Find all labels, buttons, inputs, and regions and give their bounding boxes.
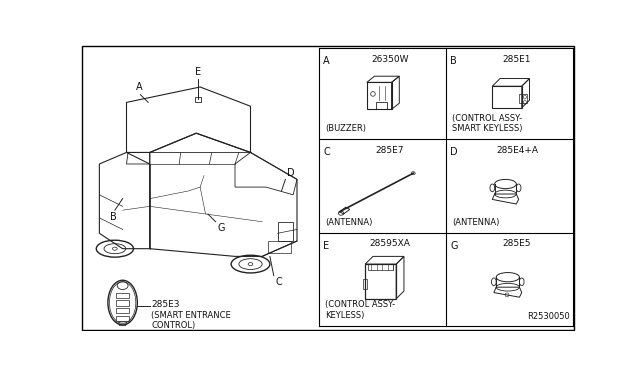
Text: D: D bbox=[451, 147, 458, 157]
Bar bbox=[363, 279, 367, 289]
Text: A: A bbox=[136, 82, 142, 92]
Text: 28595XA: 28595XA bbox=[369, 240, 410, 248]
Bar bbox=[116, 316, 129, 321]
Text: B: B bbox=[451, 56, 457, 66]
Text: G: G bbox=[451, 241, 458, 251]
Bar bbox=[376, 102, 387, 109]
Bar bbox=[367, 82, 392, 109]
Text: 285E7: 285E7 bbox=[376, 145, 404, 154]
Bar bbox=[268, 241, 291, 253]
Text: (CONTROL ASSY-
KEYLESS): (CONTROL ASSY- KEYLESS) bbox=[325, 300, 395, 320]
Bar bbox=[116, 300, 129, 306]
Text: (ANTENNA): (ANTENNA) bbox=[452, 218, 499, 227]
Text: E: E bbox=[323, 241, 330, 251]
Bar bbox=[492, 86, 522, 108]
Text: G: G bbox=[217, 223, 225, 233]
Text: 285E1: 285E1 bbox=[503, 55, 531, 64]
Text: A: A bbox=[323, 56, 330, 66]
Text: 285E5: 285E5 bbox=[503, 240, 531, 248]
Bar bbox=[116, 293, 129, 298]
Text: 26350W: 26350W bbox=[371, 55, 409, 64]
Bar bbox=[195, 97, 201, 102]
Text: (CONTROL ASSY-
SMART KEYLESS): (CONTROL ASSY- SMART KEYLESS) bbox=[452, 114, 522, 133]
Text: (ANTENNA): (ANTENNA) bbox=[325, 218, 372, 227]
Text: 285E3: 285E3 bbox=[151, 301, 180, 310]
Text: R2530050: R2530050 bbox=[527, 312, 570, 321]
Bar bbox=[365, 264, 396, 299]
Text: B: B bbox=[110, 212, 116, 222]
Bar bbox=[368, 264, 393, 270]
Text: (SMART ENTRANCE
CONTROL): (SMART ENTRANCE CONTROL) bbox=[151, 311, 231, 330]
Text: (BUZZER): (BUZZER) bbox=[325, 124, 366, 133]
Text: 285E4+A: 285E4+A bbox=[496, 145, 538, 154]
Text: D: D bbox=[287, 168, 294, 178]
Bar bbox=[520, 94, 527, 103]
Bar bbox=[278, 222, 293, 241]
Text: C: C bbox=[323, 147, 330, 157]
Text: E: E bbox=[195, 67, 201, 77]
Bar bbox=[116, 308, 129, 313]
Text: C: C bbox=[275, 277, 282, 287]
